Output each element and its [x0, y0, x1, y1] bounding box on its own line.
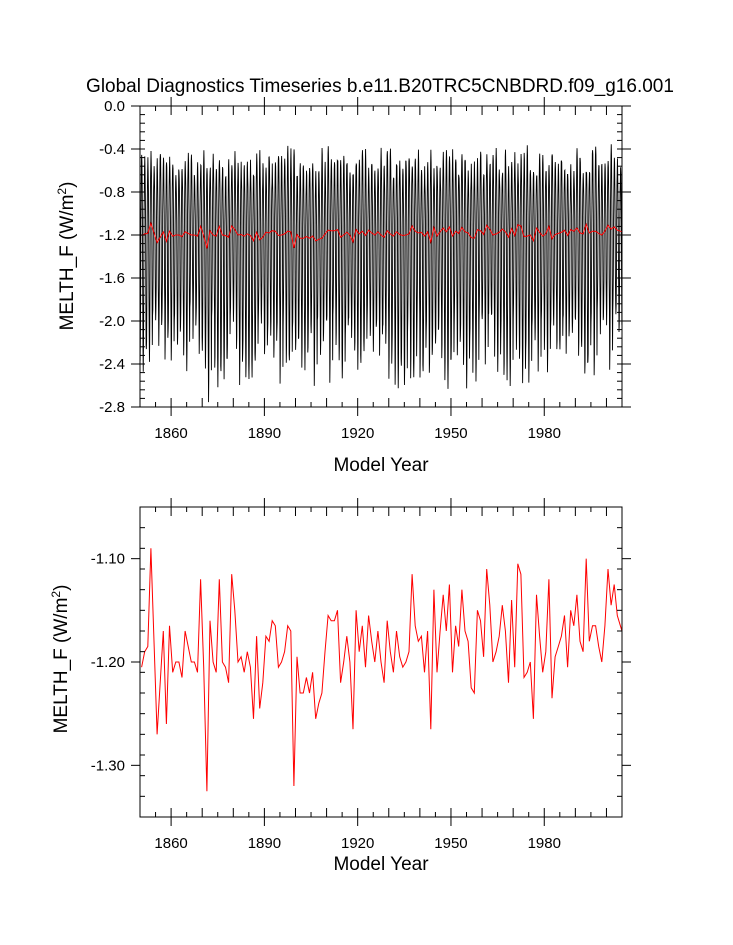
annual-mean-overlay: [141, 221, 622, 249]
y-tick-label: -2.4: [99, 356, 125, 373]
y-tick-label: -2.8: [99, 399, 125, 416]
x-tick-label: 1860: [154, 835, 187, 852]
x-tick-label: 1890: [248, 425, 281, 442]
monthly-series-line: [140, 144, 622, 403]
bottom-panel: 1860 1890 1920 1950 1980 -1.10 -1.20 -1.30 Mode…: [49, 498, 631, 875]
chart-title: Global Diagnostics Timeseries b.e11.B20T…: [86, 76, 674, 97]
x-tick-label: 1980: [528, 835, 561, 852]
annual-mean-line: [141, 548, 622, 792]
bottom-annual-series: [141, 548, 622, 792]
x-tick-label: 1860: [154, 425, 187, 442]
y-tick-label: -0.8: [99, 184, 125, 201]
x-tick-label: 1920: [341, 835, 374, 852]
y-tick-label: -0.4: [99, 141, 125, 158]
y-tick-label: -2.0: [99, 313, 125, 330]
top-panel: 1860 1890 1920 1950 1980 0.0 -0.4 -0.8 -1.2 -1.6 -…: [55, 97, 631, 476]
x-tick-label: 1950: [434, 835, 467, 852]
y-tick-label: -1.30: [91, 757, 125, 774]
top-monthly-series: [140, 144, 622, 403]
x-tick-label: 1890: [248, 835, 281, 852]
top-x-axis-label: Model Year: [333, 455, 429, 476]
x-tick-label: 1920: [341, 425, 374, 442]
x-tick-label: 1980: [528, 425, 561, 442]
y-tick-label: -1.2: [99, 227, 125, 244]
bottom-x-axis-label: Model Year: [333, 854, 429, 875]
y-tick-label: -1.10: [91, 551, 125, 568]
y-tick-label: 0.0: [104, 98, 125, 115]
x-tick-label: 1950: [434, 425, 467, 442]
top-plot-frame: [139, 105, 623, 408]
top-annual-series: [141, 221, 622, 249]
y-tick-label: -1.20: [91, 654, 125, 671]
y-tick-label: -1.6: [99, 270, 125, 287]
top-axes: 1860 1890 1920 1950 1980 0.0 -0.4 -0.8 -1.2 -1.6 -…: [99, 97, 631, 442]
top-y-axis-label: MELTH_F (W/m2): [55, 182, 78, 331]
bottom-y-axis-label: MELTH_F (W/m2): [49, 585, 72, 734]
bottom-axes: 1860 1890 1920 1950 1980 -1.10 -1.20 -1.30: [91, 498, 631, 852]
